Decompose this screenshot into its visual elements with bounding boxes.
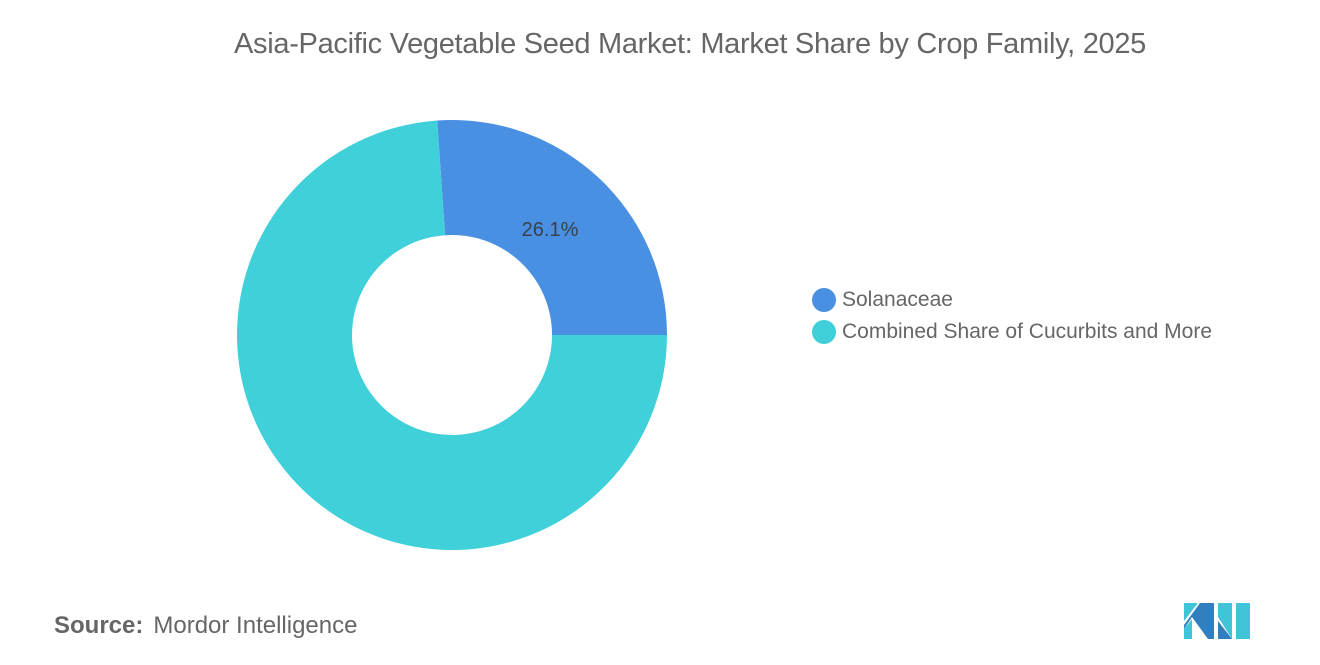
mordor-intelligence-logo-icon [1184,603,1250,639]
legend-item-solanaceae: Solanaceae [812,284,1212,316]
legend-label: Solanaceae [842,288,953,311]
donut-slice-solanaceae [437,120,667,335]
legend-item-cucurbits: Combined Share of Cucurbits and More [812,316,1212,348]
source-label: Source: [54,612,144,639]
legend-swatch-solanaceae-icon [812,288,836,312]
slice-label-solanaceae: 26.1% [522,219,579,241]
chart-title: Asia-Pacific Vegetable Seed Market: Mark… [233,28,1147,60]
legend-swatch-cucurbits-icon [812,320,836,344]
donut-slices [237,120,667,551]
source-value: Mordor Intelligence [153,612,358,639]
legend-label: Combined Share of Cucurbits and More [842,320,1213,343]
donut-slice-combined-share-of-cucurbits-and-more [237,120,667,551]
source-note: Source: Mordor Intelligence [54,612,357,640]
legend: Solanaceae Combined Share of Cucurbits a… [812,284,1212,348]
